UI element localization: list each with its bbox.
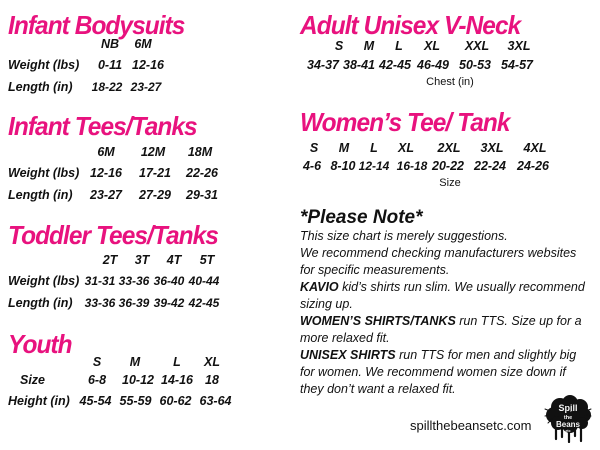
svg-text:Spill: Spill bbox=[558, 403, 577, 413]
svg-text:Beans: Beans bbox=[556, 420, 581, 429]
svg-text:etc: etc bbox=[565, 429, 570, 433]
